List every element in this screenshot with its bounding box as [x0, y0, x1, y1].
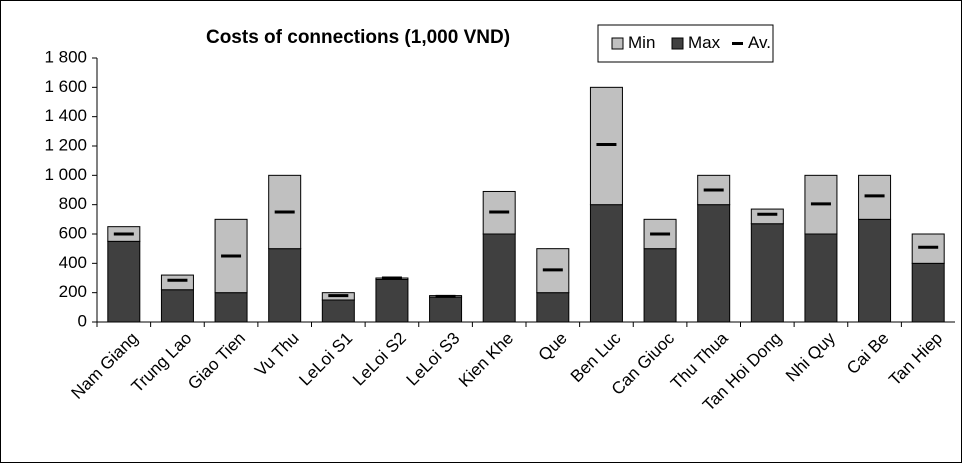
- bar-segment: [750, 208, 784, 225]
- bar-segment: [482, 233, 516, 323]
- bar-segment: [804, 233, 838, 323]
- bar-segment: [375, 278, 409, 323]
- legend-label: Max: [688, 33, 721, 52]
- y-tick-label: 200: [59, 282, 87, 301]
- y-tick-label: 1 800: [44, 47, 87, 66]
- y-tick-label: 400: [59, 253, 87, 272]
- bar-segment: [643, 248, 677, 323]
- bar-segment: [697, 204, 731, 323]
- bar-segment: [589, 204, 623, 323]
- y-tick-label: 1 400: [44, 106, 87, 125]
- legend-swatch: [671, 37, 684, 50]
- bar-segment: [750, 223, 784, 323]
- bar-segment: [429, 296, 463, 323]
- bar-segment: [858, 218, 892, 323]
- y-tick-label: 1 200: [44, 135, 87, 154]
- bar-segment: [214, 292, 248, 323]
- bar-segment: [536, 292, 570, 323]
- legend-box: [597, 24, 774, 63]
- legend-label: Av.: [748, 33, 771, 52]
- bar-segment: [911, 262, 945, 323]
- bar-segment: [160, 289, 194, 323]
- y-tick-label: 1 000: [44, 165, 87, 184]
- y-tick-label: 600: [59, 223, 87, 242]
- legend-label: Min: [628, 33, 655, 52]
- bar-segment: [160, 274, 194, 291]
- chart-title: Costs of connections (1,000 VND): [206, 27, 510, 48]
- bar-segment: [268, 248, 302, 323]
- y-tick-label: 800: [59, 194, 87, 213]
- bar-segment: [911, 233, 945, 264]
- bar-segment: [107, 240, 141, 323]
- y-tick-label: 1 600: [44, 77, 87, 96]
- y-tick-label: 0: [78, 311, 87, 330]
- bar-segment: [321, 299, 355, 323]
- legend-swatch: [611, 37, 624, 50]
